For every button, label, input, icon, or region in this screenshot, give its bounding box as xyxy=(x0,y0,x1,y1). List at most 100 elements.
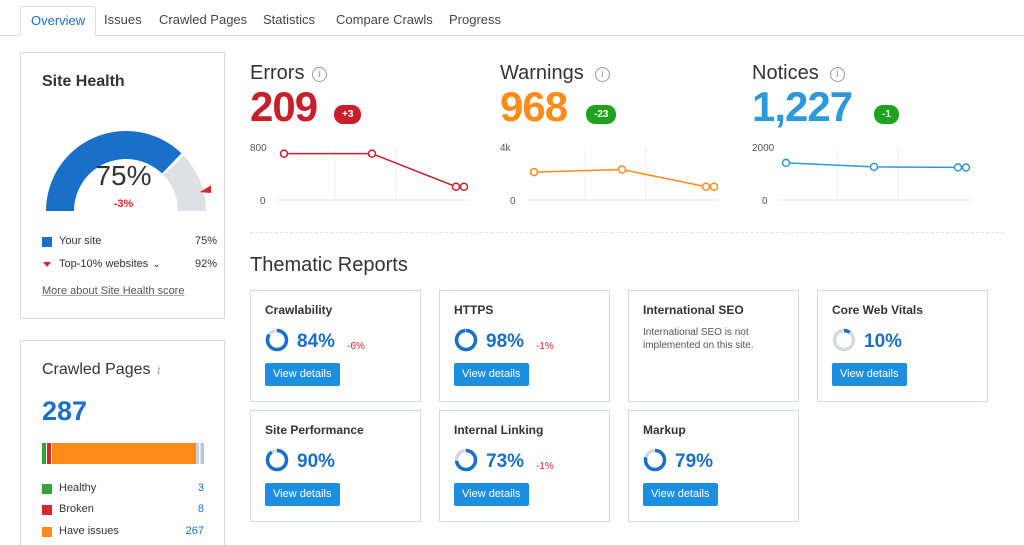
card-percent[interactable]: 90% xyxy=(297,451,336,472)
healthy-swatch xyxy=(42,484,52,494)
thematic-reports-title: Thematic Reports xyxy=(250,254,408,276)
card-delta: -6% xyxy=(347,341,365,352)
legend-broken[interactable]: Broken 8 xyxy=(42,503,204,517)
notices-count[interactable]: 1,227 xyxy=(752,83,853,130)
legend-top10[interactable]: Top-10% websites ⌄ 92% xyxy=(42,258,217,272)
data-point xyxy=(961,163,971,172)
card-title: Crawlability xyxy=(265,303,333,317)
card-site-performance: Site Performance 90% View details xyxy=(250,410,421,522)
ring-fill xyxy=(265,328,289,352)
card-core-web-vitals: Core Web Vitals 10% View details xyxy=(817,290,988,402)
card-international-seo: International SEO International SEO is n… xyxy=(628,290,799,402)
tab-compare-crawls[interactable]: Compare Crawls xyxy=(336,12,433,27)
card-title: Internal Linking xyxy=(454,423,544,437)
warnings-delta-badge: -23 xyxy=(586,105,617,124)
data-point xyxy=(953,163,963,172)
site-health-gauge xyxy=(46,131,211,211)
series-line xyxy=(284,152,464,188)
view-details-button[interactable]: View details xyxy=(265,483,340,506)
site-health-title: Site Health xyxy=(42,73,125,90)
crawled-pages-title: Crawled Pages xyxy=(42,361,151,378)
tab-statistics[interactable]: Statistics xyxy=(263,12,316,27)
site-health-more-link[interactable]: More about Site Health score xyxy=(42,285,185,297)
card-delta: -1% xyxy=(536,341,554,352)
info-icon[interactable]: i xyxy=(830,67,845,82)
legend-value[interactable]: 8 xyxy=(197,503,204,515)
data-point xyxy=(459,182,469,191)
info-icon[interactable]: i xyxy=(157,364,161,377)
warnings-count[interactable]: 968 xyxy=(500,83,568,130)
progress-ring-icon xyxy=(454,448,478,472)
legend-label: Your site xyxy=(59,235,102,247)
data-point xyxy=(869,162,879,172)
card-description: International SEO is not implemented on … xyxy=(643,327,754,351)
view-details-button[interactable]: View details xyxy=(265,363,340,386)
notices-summary: Notices i 1,227 -1 2000 0 xyxy=(752,62,982,212)
data-point xyxy=(529,167,539,177)
card-delta: -1% xyxy=(536,461,554,472)
legend-have-issues[interactable]: Have issues 267 xyxy=(42,525,204,539)
bar-segment-broken[interactable] xyxy=(47,443,51,464)
y-tick-label: 800 xyxy=(250,143,267,154)
notices-trend-chart: 2000 0 xyxy=(752,143,971,207)
bar-segment-healthy[interactable] xyxy=(42,443,46,464)
y-tick-label: 0 xyxy=(260,196,266,207)
legend-label: Top-10% websites xyxy=(59,258,149,270)
card-percent[interactable]: 10% xyxy=(864,331,903,352)
crawled-pages-bar xyxy=(42,443,204,464)
legend-value[interactable]: 3 xyxy=(197,482,204,494)
errors-label: Errors xyxy=(250,62,305,84)
errors-trend-chart: 800 0 xyxy=(250,143,469,207)
legend-healthy[interactable]: Healthy 3 xyxy=(42,482,204,496)
triangle-down-icon xyxy=(43,262,51,267)
errors-count[interactable]: 209 xyxy=(250,83,318,130)
data-point xyxy=(451,182,461,191)
ring-fill xyxy=(643,448,667,472)
card-percent[interactable]: 79% xyxy=(675,451,714,472)
progress-ring-icon xyxy=(832,328,856,352)
legend-label: Have issues xyxy=(59,525,119,537)
card-crawlability: Crawlability 84% -6% View details xyxy=(250,290,421,402)
ring-fill xyxy=(265,448,289,472)
issues-swatch xyxy=(42,527,52,537)
legend-value[interactable]: 267 xyxy=(185,525,204,537)
notices-label: Notices xyxy=(752,62,819,84)
view-details-button[interactable]: View details xyxy=(643,483,718,506)
view-details-button[interactable]: View details xyxy=(832,363,907,386)
bar-segment-other xyxy=(196,443,204,464)
ring-fill xyxy=(454,448,478,472)
notices-delta-badge: -1 xyxy=(874,105,899,124)
ring-track xyxy=(832,328,856,352)
card-title: Core Web Vitals xyxy=(832,303,923,317)
legend-value: 92% xyxy=(194,258,217,270)
y-tick-label: 0 xyxy=(510,196,516,207)
progress-ring-icon xyxy=(454,328,478,352)
bar-segment-have-issues[interactable] xyxy=(52,443,196,464)
view-details-button[interactable]: View details xyxy=(454,363,529,386)
site-health-change: -3% xyxy=(113,198,134,210)
card-percent[interactable]: 84% xyxy=(297,331,336,352)
tab-crawled-pages[interactable]: Crawled Pages xyxy=(159,12,248,27)
tab-overview[interactable]: Overview xyxy=(20,6,97,36)
section-divider xyxy=(250,232,1004,233)
report-tabs: Overview Issues Crawled Pages Statistics… xyxy=(0,0,1024,36)
card-percent[interactable]: 98% xyxy=(486,331,525,352)
info-icon[interactable]: i xyxy=(312,67,327,82)
card-percent[interactable]: 73% xyxy=(486,451,525,472)
chevron-down-icon[interactable]: ⌄ xyxy=(152,259,161,270)
warnings-trend-chart: 4k 0 xyxy=(500,143,719,207)
card-internal-linking: Internal Linking 73% -1% View details xyxy=(439,410,610,522)
view-details-button[interactable]: View details xyxy=(454,483,529,506)
info-icon[interactable]: i xyxy=(595,67,610,82)
legend-your-site: Your site 75% xyxy=(42,235,217,249)
card-https: HTTPS 98% -1% View details xyxy=(439,290,610,402)
legend-label: Healthy xyxy=(59,482,97,494)
ring-fill xyxy=(832,328,856,352)
data-point xyxy=(781,158,791,168)
card-markup: Markup 79% View details xyxy=(628,410,799,522)
tab-issues[interactable]: Issues xyxy=(104,12,142,27)
tab-progress[interactable]: Progress xyxy=(449,12,502,27)
crawled-pages-count[interactable]: 287 xyxy=(42,396,88,426)
progress-ring-icon xyxy=(643,448,667,472)
broken-swatch xyxy=(42,505,52,515)
